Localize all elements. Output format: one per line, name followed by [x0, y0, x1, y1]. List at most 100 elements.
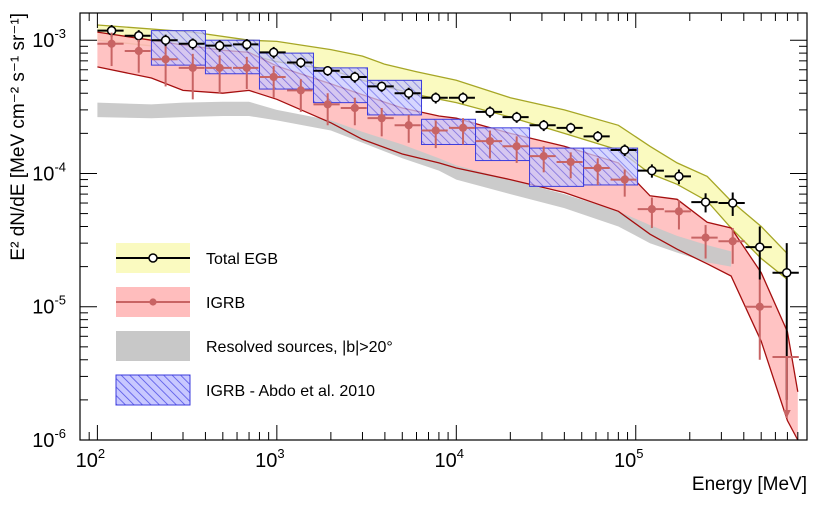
legend-key-abdo-box — [115, 374, 191, 406]
points-layer — [97, 25, 799, 418]
igrb-marker — [161, 55, 170, 64]
total-point — [556, 122, 583, 134]
tick-label-exponent: -4 — [54, 159, 66, 174]
total-marker — [242, 39, 252, 50]
total-marker — [619, 145, 630, 155]
total-point — [394, 87, 421, 100]
igrb-marker — [755, 302, 764, 311]
igrb-point — [772, 355, 799, 418]
igrb-point — [313, 93, 340, 126]
y-axis-title: E² dN/dE [MeV cm⁻² s⁻¹ sr⁻¹] — [8, 13, 29, 261]
igrb-point — [340, 97, 367, 126]
igrb-point — [691, 225, 718, 259]
x-tick-label: 105 — [614, 446, 643, 472]
y-tick-label: 10-3 — [32, 26, 66, 52]
total-marker — [214, 40, 225, 51]
total-egb-band — [97, 25, 788, 280]
total-marker — [674, 171, 684, 182]
total-marker — [430, 92, 441, 103]
tick-label-exponent: -3 — [54, 26, 66, 41]
igrb-marker — [728, 237, 737, 246]
tick-label-base: 10 — [435, 450, 457, 472]
total-marker — [322, 65, 333, 76]
total-marker — [458, 92, 468, 103]
legend-label-abdo: IGRB - Abdo et al. 2010 — [206, 383, 375, 400]
igrb-point — [97, 32, 124, 67]
igrb-point — [421, 120, 448, 149]
total-marker — [781, 267, 792, 278]
tick-label-exponent: -6 — [54, 426, 66, 441]
legend-entry-resolved: Resolved sources, |b|>20° — [116, 331, 393, 361]
igrb-marker — [377, 114, 386, 123]
igrb-marker — [107, 39, 116, 48]
igrb-marker — [512, 142, 521, 151]
igrb-point — [205, 55, 232, 94]
total-point — [287, 57, 313, 68]
igrb-marker — [674, 207, 684, 216]
total-marker — [133, 30, 144, 41]
legend-key-resolved-band — [116, 331, 190, 361]
tick-label-exponent: 3 — [277, 446, 284, 461]
total-marker — [350, 72, 360, 82]
igrb-point — [367, 107, 394, 137]
total-marker — [755, 242, 765, 252]
igrb-marker — [188, 63, 197, 72]
x-axis-title: Energy [MeV] — [692, 474, 807, 495]
total-point — [637, 164, 664, 178]
total-point — [691, 193, 718, 213]
igrb-marker — [593, 163, 602, 173]
total-point — [151, 34, 178, 47]
igrb-marker — [404, 121, 413, 130]
y-tick-label: 10-6 — [32, 426, 66, 452]
tick-label-exponent: 2 — [98, 446, 105, 461]
total-marker — [700, 197, 711, 207]
igrb-upper-limit-arrow — [782, 410, 791, 418]
total-point — [259, 46, 286, 59]
igrb-point — [664, 200, 691, 230]
igrb-marker — [350, 103, 359, 113]
total-point — [448, 92, 475, 104]
total-point — [124, 30, 151, 42]
igrb-marker — [269, 72, 278, 82]
legend-entry-total: Total EGB — [116, 243, 278, 273]
igrb-marker — [701, 233, 710, 242]
legend-entry-abdo: IGRB - Abdo et al. 2010 — [115, 374, 375, 406]
total-marker — [403, 88, 414, 98]
tick-label-base: 10 — [32, 430, 54, 452]
igrb-point — [475, 130, 503, 159]
abdo-2010-box — [475, 127, 531, 162]
total-point — [610, 144, 637, 157]
igrb-point — [556, 152, 583, 179]
tick-label-base: 10 — [32, 297, 54, 319]
x-tick-label: 102 — [76, 446, 105, 472]
legend-entry-igrb: IGRB — [116, 287, 245, 317]
legend-key-igrb-marker — [149, 298, 157, 306]
legend-label-resolved: Resolved sources, |b|>20° — [206, 339, 393, 356]
tick-label-exponent: 5 — [636, 446, 643, 461]
igrb-point — [394, 114, 421, 143]
igrb-point — [745, 279, 772, 360]
total-point — [502, 111, 529, 123]
igrb-point — [583, 158, 610, 185]
total-marker — [296, 57, 306, 68]
igrb-marker — [647, 205, 656, 214]
total-point — [178, 38, 205, 50]
total-point — [367, 81, 394, 92]
igrb-point — [502, 136, 529, 163]
igrb-point — [529, 146, 556, 173]
igrb-marker — [566, 157, 575, 167]
abdo-2010-box — [258, 52, 314, 90]
igrb-point — [287, 79, 313, 112]
total-marker — [647, 165, 657, 176]
total-point — [205, 40, 232, 52]
total-marker — [565, 123, 576, 133]
tick-label-base: 10 — [76, 450, 98, 472]
igrb-point — [448, 118, 475, 145]
y-tick-label: 10-5 — [32, 293, 66, 319]
legend-key-total-marker — [148, 253, 158, 263]
igrb-marker — [485, 136, 495, 146]
x-tick-label: 103 — [255, 446, 284, 472]
total-marker — [538, 120, 549, 131]
total-egb-band-upper-edge — [97, 24, 788, 255]
